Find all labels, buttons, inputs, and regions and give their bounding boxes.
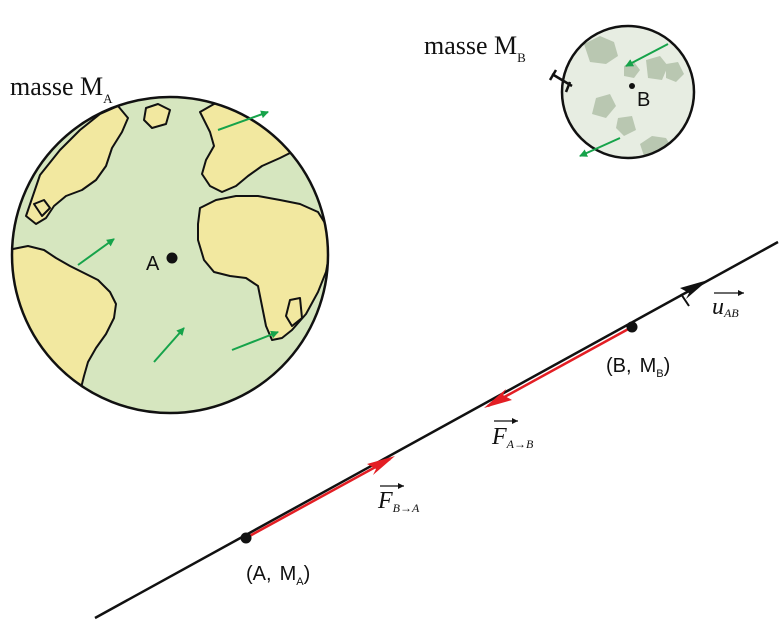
surface-arrow — [625, 43, 669, 67]
island-greenland — [143, 103, 171, 129]
force-a-to-b-arrowhead — [484, 389, 512, 408]
mass-label-b: masse MB — [424, 31, 526, 65]
surface-arrow — [231, 330, 279, 351]
axis-point-b — [626, 321, 638, 333]
axis-point-a — [240, 532, 252, 544]
mass-label-a: masse MA — [10, 72, 113, 106]
island-madagascar — [285, 297, 303, 327]
unit-vector-label: uAB — [712, 290, 744, 320]
crater — [592, 94, 616, 118]
surface-arrow — [579, 137, 621, 157]
earth: A — [10, 95, 330, 415]
force-b-to-a-segment — [245, 457, 391, 540]
moon: B — [548, 24, 696, 160]
unit-vector-arrowhead — [680, 280, 708, 299]
crater — [666, 62, 684, 82]
center-label-b: B — [637, 89, 650, 111]
crater — [584, 36, 618, 64]
axis-line — [94, 240, 779, 620]
surface-arrow — [77, 238, 115, 266]
surface-arrow — [217, 110, 269, 131]
continent-north-america — [25, 105, 129, 225]
center-point-a — [166, 252, 178, 264]
force-label-b-to-a: FB→A — [377, 483, 420, 515]
crater — [646, 56, 668, 80]
axis-label-b: (B, MB) — [606, 355, 670, 380]
moon-outline — [560, 24, 696, 160]
center-label-a: A — [146, 253, 160, 275]
axis-label-a: (A, MA) — [246, 563, 310, 588]
island-west — [33, 199, 51, 217]
svg-text:FB→A: FB→A — [377, 488, 420, 515]
svg-text:uAB: uAB — [712, 294, 739, 320]
earth-outline — [10, 95, 330, 415]
center-point-b — [629, 83, 635, 89]
unit-vector-tick — [680, 293, 690, 307]
crater — [616, 116, 636, 136]
surface-arrow — [153, 327, 185, 363]
moon-edge-tick — [548, 69, 573, 93]
force-label-a-to-b: FA→B — [491, 418, 534, 451]
force-a-to-b-segment — [487, 325, 633, 408]
svg-text:FA→B: FA→B — [491, 424, 534, 451]
force-b-to-a-arrowhead — [367, 456, 395, 475]
